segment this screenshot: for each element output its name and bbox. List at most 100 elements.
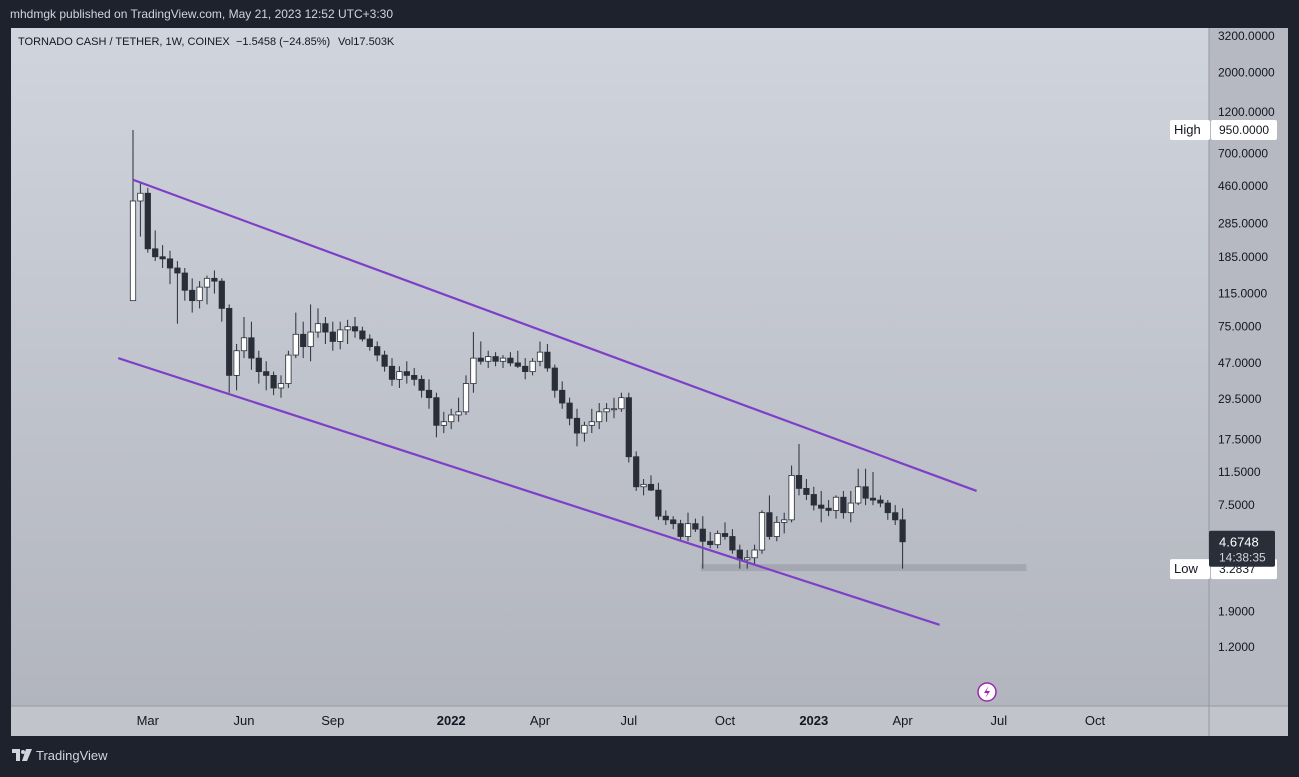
candle-body	[226, 307, 233, 376]
y-tick-label: 285.0000	[1218, 216, 1268, 230]
candle	[610, 397, 618, 419]
candle	[766, 495, 773, 540]
candle	[832, 495, 840, 519]
alert-icon[interactable]	[977, 682, 997, 702]
y-tick-label: 75.0000	[1218, 320, 1262, 334]
candle-body	[159, 256, 166, 260]
candle	[551, 364, 558, 398]
candle-body	[499, 357, 507, 362]
candle-body	[329, 331, 336, 342]
candle	[159, 245, 166, 269]
candle-body	[233, 350, 240, 376]
candle	[455, 397, 462, 422]
candle-body	[166, 258, 174, 269]
candle	[559, 381, 566, 409]
candle	[625, 392, 632, 463]
candle	[714, 530, 721, 549]
candle	[263, 361, 270, 391]
low-marker-label: Low	[1174, 561, 1198, 576]
candle-body	[581, 424, 588, 434]
candle	[270, 371, 277, 396]
candle	[544, 343, 551, 372]
candle	[507, 352, 514, 367]
candle-body	[374, 346, 381, 356]
candle	[803, 479, 810, 501]
candle-body	[825, 507, 832, 511]
publisher-text: mhdmgk published on TradingView.com, May…	[10, 7, 394, 21]
high-marker-label-bg	[1170, 120, 1210, 140]
time-axis-pane[interactable]	[11, 706, 1288, 736]
candle	[425, 379, 433, 409]
candle-body	[411, 375, 418, 380]
x-tick-label: Oct	[1085, 713, 1106, 728]
candle	[499, 355, 507, 369]
y-tick-label: 7.5000	[1218, 498, 1255, 512]
candle-body	[144, 192, 151, 250]
y-tick-label: 29.5000	[1218, 392, 1262, 406]
candle	[773, 516, 780, 542]
candle	[233, 343, 240, 391]
candle	[566, 397, 573, 426]
y-tick-label: 1200.0000	[1218, 105, 1275, 119]
candle-body	[670, 519, 677, 525]
candle-body	[788, 475, 795, 521]
candle	[485, 350, 492, 369]
candle	[203, 275, 211, 305]
tradingview-logo[interactable]: TradingView	[12, 748, 108, 763]
candle	[744, 550, 751, 569]
candle-body	[152, 248, 159, 258]
candle	[381, 350, 388, 372]
x-tick-label: Jun	[234, 713, 255, 728]
candle	[721, 522, 729, 540]
candle	[573, 408, 581, 447]
candle	[137, 182, 144, 237]
candle	[869, 471, 877, 506]
candle	[366, 334, 373, 351]
candle-body	[307, 331, 314, 348]
candle	[440, 411, 447, 434]
candle	[396, 366, 403, 388]
candle	[862, 468, 869, 506]
candle-body	[344, 326, 351, 331]
candle	[877, 495, 884, 508]
candle	[640, 479, 647, 496]
candle-body	[240, 337, 248, 352]
candle	[825, 500, 832, 517]
candle	[655, 482, 662, 520]
candle-body	[847, 502, 854, 514]
candle-body	[129, 200, 137, 302]
candle-body	[314, 323, 322, 333]
candle	[196, 281, 203, 309]
candle	[677, 519, 684, 540]
candle-body	[758, 512, 766, 551]
candle	[855, 468, 862, 506]
candle-body	[566, 402, 573, 419]
plot-pane[interactable]	[11, 28, 1209, 706]
candle	[166, 250, 174, 285]
price-axis-pane[interactable]	[1209, 28, 1288, 706]
candle-body	[174, 267, 181, 274]
candle-body	[292, 333, 299, 356]
y-tick-label: 1.9000	[1218, 604, 1255, 618]
channel-lower-line	[117, 357, 940, 626]
candle-body	[884, 502, 891, 514]
candle	[388, 358, 396, 386]
candle	[307, 304, 314, 362]
last-price-bg	[1209, 530, 1275, 567]
candle	[292, 312, 299, 359]
support-zone	[700, 564, 1027, 572]
candle-body	[588, 421, 595, 426]
candle	[699, 516, 706, 569]
candle-body	[714, 533, 721, 546]
candle	[462, 375, 470, 415]
candle	[892, 505, 899, 526]
candle-body	[647, 483, 655, 491]
candle-body	[351, 326, 359, 332]
candle	[514, 350, 521, 369]
candle	[795, 444, 803, 496]
publisher-bar: mhdmgk published on TradingView.com, May…	[0, 0, 1299, 28]
candle-body	[189, 289, 196, 302]
candle	[174, 261, 181, 324]
